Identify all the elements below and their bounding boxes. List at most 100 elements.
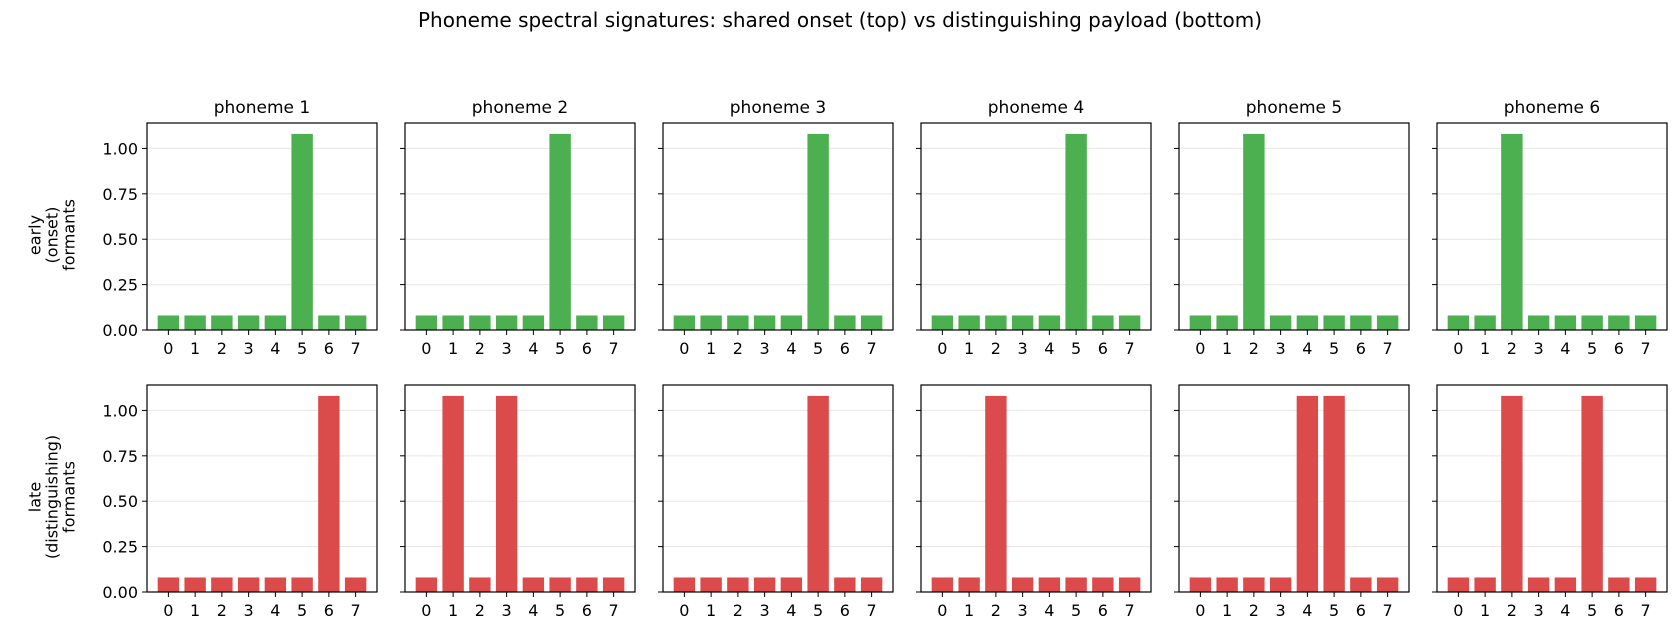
axes-frame — [1436, 122, 1668, 331]
x-tick-label: 0 — [937, 339, 947, 358]
x-tick-label: 6 — [582, 601, 592, 620]
x-tick-label: 3 — [1276, 601, 1286, 620]
axes-frame — [920, 384, 1152, 593]
bar-payload-p5-f1 — [1216, 577, 1238, 592]
bar-payload-p2-f7 — [602, 577, 625, 592]
x-tick-label: 7 — [609, 601, 619, 620]
axes-frame — [404, 122, 636, 331]
x-tick-label: 7 — [1383, 339, 1393, 358]
bar-onset-p2-f7 — [602, 315, 625, 330]
y-tick-label: 0.50 — [102, 492, 138, 511]
x-tick-label: 5 — [555, 601, 565, 620]
bar-payload-p4-f6 — [1092, 577, 1114, 592]
y-tick-label: 0.00 — [102, 583, 138, 602]
x-tick-label: 6 — [1098, 339, 1108, 358]
bar-onset-p4-f4 — [1038, 315, 1061, 330]
x-tick-label: 3 — [760, 339, 770, 358]
bar-payload-p1-f7 — [344, 577, 367, 592]
x-tick-label: 1 — [706, 601, 716, 620]
x-tick-label: 2 — [475, 339, 485, 358]
x-tick-label: 6 — [1356, 601, 1366, 620]
bar-payload-p4-f3 — [1011, 577, 1034, 592]
x-tick-label: 5 — [297, 339, 307, 358]
bar-payload-p4-f0 — [931, 577, 954, 592]
bar-payload-p2-f5 — [549, 577, 571, 592]
x-tick-label: 4 — [270, 601, 280, 620]
bar-onset-p3-f1 — [700, 315, 722, 330]
y-tick-label: 1.00 — [102, 139, 138, 158]
axes-frame — [662, 384, 894, 593]
x-tick-label: 7 — [867, 601, 877, 620]
x-tick-label: 4 — [1044, 339, 1054, 358]
x-tick-label: 5 — [1329, 601, 1339, 620]
bar-onset-p6-f5 — [1581, 315, 1603, 330]
bar-payload-p3-f6 — [834, 577, 856, 592]
x-tick-label: 6 — [1098, 601, 1108, 620]
x-tick-label: 1 — [964, 339, 974, 358]
bar-onset-p6-f7 — [1634, 315, 1657, 330]
x-tick-label: 1 — [448, 601, 458, 620]
bar-payload-p4-f5 — [1065, 577, 1087, 592]
x-tick-label: 2 — [991, 601, 1001, 620]
bar-onset-p4-f3 — [1011, 315, 1034, 330]
bar-onset-p2-f4 — [522, 315, 545, 330]
x-tick-label: 5 — [813, 339, 823, 358]
bar-payload-p1-f5 — [291, 577, 313, 592]
x-tick-label: 4 — [786, 339, 796, 358]
x-tick-label: 4 — [1560, 601, 1570, 620]
x-tick-label: 1 — [190, 601, 200, 620]
bar-payload-p6-f7 — [1634, 577, 1657, 592]
y-tick-label: 0.00 — [102, 321, 138, 340]
x-tick-label: 0 — [679, 339, 689, 358]
bar-payload-p1-f1 — [184, 577, 206, 592]
bar-payload-p1-f0 — [157, 577, 180, 592]
y-tick-label: 0.75 — [102, 185, 138, 204]
x-tick-label: 5 — [1587, 601, 1597, 620]
panel-title: phoneme 6 — [1504, 98, 1600, 118]
x-tick-label: 6 — [840, 339, 850, 358]
bar-payload-p6-f1 — [1474, 577, 1496, 592]
bar-onset-p1-f7 — [344, 315, 367, 330]
y-tick-label: 1.00 — [102, 401, 138, 420]
x-tick-label: 5 — [297, 601, 307, 620]
x-tick-label: 7 — [1125, 339, 1135, 358]
axes-frame — [1178, 122, 1410, 331]
x-tick-label: 6 — [324, 601, 334, 620]
bar-onset-p6-f2 — [1501, 133, 1523, 330]
bar-payload-p5-f4 — [1296, 395, 1319, 592]
bar-onset-p3-f3 — [753, 315, 776, 330]
x-tick-label: 4 — [1560, 339, 1570, 358]
panel-onset-4: 0 1 2 3 4 5 6 7 phoneme 4 — [916, 98, 1152, 358]
bar-onset-p3-f2 — [727, 315, 749, 330]
x-tick-label: 0 — [679, 601, 689, 620]
x-tick-label: 0 — [1453, 601, 1463, 620]
figure-title: Phoneme spectral signatures: shared onse… — [417, 8, 1263, 32]
x-tick-label: 3 — [502, 339, 512, 358]
bar-payload-p2-f2 — [469, 577, 491, 592]
axes-frame — [920, 122, 1152, 331]
axes-frame — [146, 122, 378, 331]
bar-payload-p4-f4 — [1038, 577, 1061, 592]
x-tick-label: 3 — [244, 601, 254, 620]
y-tick-label: 0.25 — [102, 276, 138, 295]
x-tick-label: 1 — [190, 339, 200, 358]
bar-onset-p3-f0 — [673, 315, 696, 330]
x-tick-label: 3 — [244, 339, 254, 358]
panel-title: phoneme 3 — [730, 98, 826, 118]
bar-onset-p2-f3 — [495, 315, 518, 330]
x-tick-label: 2 — [733, 339, 743, 358]
x-tick-label: 1 — [1480, 601, 1490, 620]
bar-onset-p4-f7 — [1118, 315, 1141, 330]
x-tick-label: 6 — [1356, 339, 1366, 358]
bar-onset-p6-f3 — [1527, 315, 1550, 330]
bar-onset-p2-f2 — [469, 315, 491, 330]
x-tick-label: 3 — [1276, 339, 1286, 358]
panel-title: phoneme 2 — [472, 98, 568, 118]
x-tick-label: 1 — [964, 601, 974, 620]
x-tick-label: 4 — [528, 601, 538, 620]
x-tick-label: 5 — [1071, 339, 1081, 358]
bar-onset-p5-f7 — [1376, 315, 1399, 330]
